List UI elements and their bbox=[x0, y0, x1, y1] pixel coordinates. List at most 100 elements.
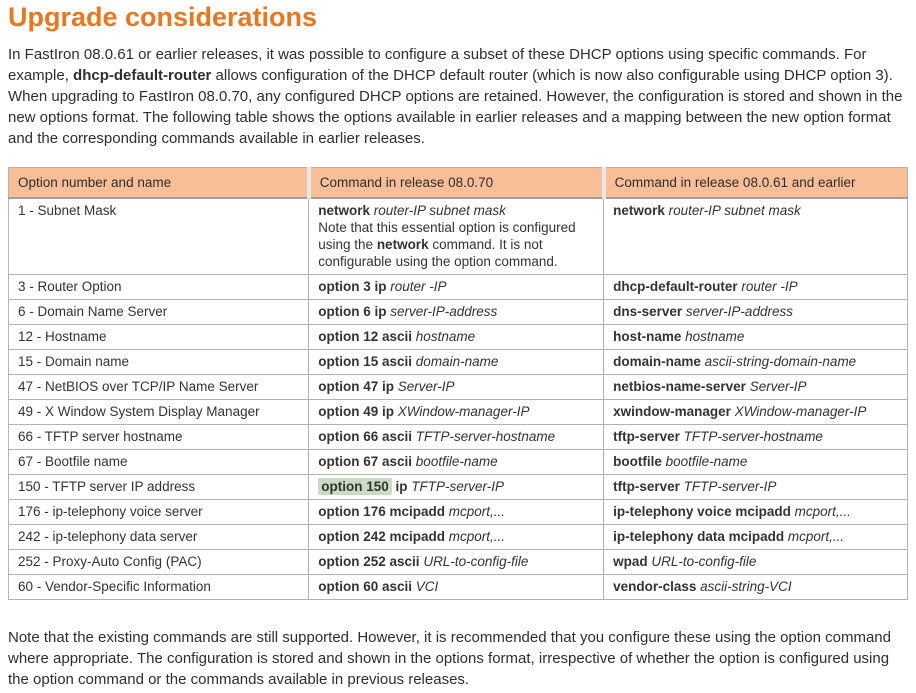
table-row: 15 - Domain name option 15 ascii domain-n… bbox=[7, 349, 908, 375]
bold-text: xwindow-manager bbox=[613, 404, 731, 419]
option-name-cell: 6 - Domain Name Server bbox=[7, 299, 310, 325]
command-08061-cell: ip-telephony data mcipadd mcport,... bbox=[603, 524, 908, 550]
italic-text: hostname bbox=[412, 329, 476, 344]
bold-text: ip bbox=[395, 479, 408, 494]
command-08070-cell: option 67 ascii bootfile-name bbox=[308, 449, 605, 475]
command-line: network router-IP subnet mask bbox=[613, 202, 898, 219]
command-08061-cell: dhcp-default-router router -IP bbox=[603, 274, 908, 300]
command-line: domain-name ascii-string-domain-name bbox=[613, 353, 898, 370]
command-line: bootfile bootfile-name bbox=[613, 453, 898, 470]
bold-text: option 49 ip bbox=[318, 404, 395, 419]
bold-text: ip-telephony voice mcipadd bbox=[613, 504, 791, 519]
command-08070-cell: option 252 ascii URL-to-config-file bbox=[308, 549, 605, 575]
bold-text: option 3 ip bbox=[318, 279, 387, 294]
italic-text: server-IP-address bbox=[682, 304, 793, 319]
italic-text: router-IP subnet mask bbox=[370, 203, 506, 218]
italic-text: ascii-string-VCI bbox=[696, 579, 792, 594]
table-row: 47 - NetBIOS over TCP/IP Name Server opti… bbox=[7, 374, 908, 400]
table-row: 1 - Subnet Mask network router-IP subnet … bbox=[7, 197, 908, 275]
header-cell-release-08061: Command in release 08.0.61 and earlier bbox=[601, 167, 908, 199]
option-name-cell: 15 - Domain name bbox=[7, 349, 310, 375]
bold-text: option 12 ascii bbox=[318, 329, 413, 344]
italic-text: TFTP-server-hostname bbox=[412, 429, 556, 444]
command-08061-cell: dns-server server-IP-address bbox=[603, 299, 908, 325]
italic-text: URL-to-config-file bbox=[647, 554, 757, 569]
italic-text: mcport,... bbox=[790, 504, 851, 519]
option-name-cell: 67 - Bootfile name bbox=[7, 449, 310, 475]
command-line: host-name hostname bbox=[613, 328, 898, 345]
command-08061-cell: wpad URL-to-config-file bbox=[603, 549, 908, 575]
command-08070-cell: option 12 ascii hostname bbox=[308, 324, 605, 350]
italic-text: mcport,... bbox=[445, 504, 506, 519]
command-line: option 49 ip XWindow-manager-IP bbox=[318, 403, 594, 420]
option-name-cell: 47 - NetBIOS over TCP/IP Name Server bbox=[7, 374, 310, 400]
footer-paragraph: Note that the existing commands are stil… bbox=[8, 629, 891, 688]
command-08070-cell: option 150 ip TFTP-server-IP bbox=[308, 474, 605, 500]
command-08061-cell: domain-name ascii-string-domain-name bbox=[603, 349, 908, 375]
italic-text: domain-name bbox=[412, 354, 499, 369]
italic-text: mcport,... bbox=[784, 529, 845, 544]
command-08061-cell: vendor-class ascii-string-VCI bbox=[603, 574, 908, 600]
command-line: option 150 ip TFTP-server-IP bbox=[318, 478, 594, 495]
text-segment: allows configuration of the DHCP default… bbox=[8, 67, 903, 147]
text-segment: Note that this essential option is confi… bbox=[318, 220, 576, 252]
command-08070-cell: option 176 mcipadd mcport,... bbox=[308, 499, 605, 525]
bold-text: wpad bbox=[613, 554, 648, 569]
table-row: 60 - Vendor-Specific Information option 6… bbox=[7, 574, 908, 600]
text-segment: In FastIron 08.0.61 or earlier releases,… bbox=[8, 46, 867, 84]
bold-text: option 67 ascii bbox=[318, 454, 413, 469]
command-line: netbios-name-server Server-IP bbox=[613, 378, 898, 395]
table-row: 176 - ip-telephony voice server option 17… bbox=[7, 499, 908, 525]
table-row: 67 - Bootfile name option 67 ascii bootfi… bbox=[7, 449, 908, 475]
bold-text: option 252 ascii bbox=[318, 554, 420, 569]
italic-text: TFTP-server-IP bbox=[407, 479, 505, 494]
command-line: ip-telephony voice mcipadd mcport,... bbox=[613, 503, 898, 520]
page-title: Upgrade considerations bbox=[8, 2, 318, 32]
table-row: 49 - X Window System Display Manager opti… bbox=[7, 399, 908, 425]
italic-text: router -IP bbox=[386, 279, 447, 294]
option-name-cell: 150 - TFTP server IP address bbox=[7, 474, 310, 500]
table-row: 252 - Proxy-Auto Config (PAC) option 252 … bbox=[7, 549, 908, 575]
intro-paragraph: In FastIron 08.0.61 or earlier releases,… bbox=[8, 44, 908, 149]
command-08070-cell: option 47 ip Server-IP bbox=[308, 374, 605, 400]
italic-text: XWindow-manager-IP bbox=[730, 404, 867, 419]
command-line: option 12 ascii hostname bbox=[318, 328, 594, 345]
italic-text: server-IP-address bbox=[386, 304, 498, 319]
bold-text: option 66 ascii bbox=[318, 429, 413, 444]
bold-text: vendor-class bbox=[613, 579, 697, 594]
option-name-cell: 1 - Subnet Mask bbox=[7, 197, 310, 275]
command-08061-cell: bootfile bootfile-name bbox=[603, 449, 908, 475]
italic-text: hostname bbox=[681, 329, 745, 344]
command-08061-cell: netbios-name-server Server-IP bbox=[603, 374, 908, 400]
command-line: xwindow-manager XWindow-manager-IP bbox=[613, 403, 898, 420]
command-08061-cell: ip-telephony voice mcipadd mcport,... bbox=[603, 499, 908, 525]
option-name-cell: 66 - TFTP server hostname bbox=[7, 424, 310, 450]
command-line: network router-IP subnet mask bbox=[318, 202, 594, 219]
command-08070-cell: option 15 ascii domain-name bbox=[308, 349, 605, 375]
command-08070-cell: option 49 ip XWindow-manager-IP bbox=[308, 399, 605, 425]
command-08061-cell: tftp-server TFTP-server-hostname bbox=[603, 424, 908, 450]
command-line: option 67 ascii bootfile-name bbox=[318, 453, 594, 470]
command-08061-cell: tftp-server TFTP-server-IP bbox=[603, 474, 908, 500]
table-row: 12 - Hostname option 12 ascii hostname hos… bbox=[7, 324, 908, 350]
option-name-cell: 3 - Router Option bbox=[7, 274, 310, 300]
command-line: option 242 mcipadd mcport,... bbox=[318, 528, 594, 545]
table-header-row: Option number and name Command in releas… bbox=[7, 167, 908, 199]
header-cell-option-number: Option number and name bbox=[7, 167, 309, 199]
command-08070-cell: option 66 ascii TFTP-server-hostname bbox=[308, 424, 605, 450]
bold-text: dhcp-default-router bbox=[613, 279, 738, 294]
command-line: option 6 ip server-IP-address bbox=[318, 303, 594, 320]
bold-text: domain-name bbox=[613, 354, 701, 369]
italic-text: router -IP bbox=[737, 279, 798, 294]
highlight-mark: option 150 bbox=[318, 478, 392, 495]
bold-text: netbios-name-server bbox=[613, 379, 746, 394]
option-name-cell: 242 - ip-telephony data server bbox=[7, 524, 310, 550]
italic-text: router-IP subnet mask bbox=[664, 203, 801, 218]
table-row: 66 - TFTP server hostname option 66 ascii… bbox=[7, 424, 908, 450]
bold-text: tftp-server bbox=[613, 479, 680, 494]
command-line: option 66 ascii TFTP-server-hostname bbox=[318, 428, 594, 445]
option-name-cell: 12 - Hostname bbox=[7, 324, 310, 350]
command-line: wpad URL-to-config-file bbox=[613, 553, 898, 570]
command-line: option 176 mcipadd mcport,... bbox=[318, 503, 594, 520]
